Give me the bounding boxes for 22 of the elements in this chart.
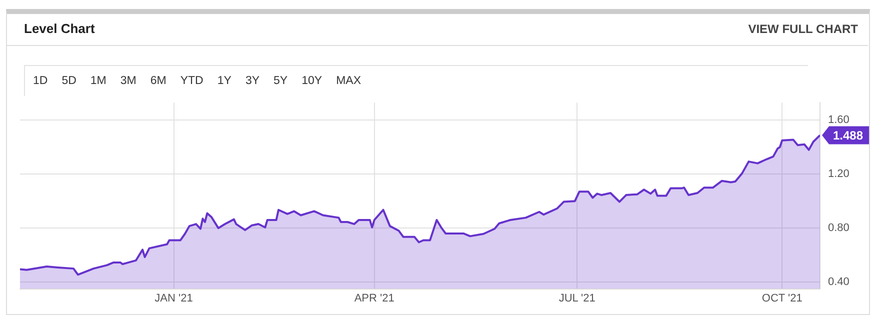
text: 3M xyxy=(120,75,136,87)
annotation: 1.488 xyxy=(833,128,864,143)
y-tick-label: 0.40 xyxy=(828,276,850,288)
text: 3Y xyxy=(245,75,260,87)
y-tick-label: 0.80 xyxy=(828,222,850,234)
x-tick-label: OCT '21 xyxy=(762,292,802,304)
text: 10Y xyxy=(302,75,322,87)
text: YTD xyxy=(180,75,204,87)
x-tick-label: JAN '21 xyxy=(154,292,193,304)
x-tick-label: APR '21 xyxy=(354,292,394,304)
text: 1D xyxy=(33,75,48,87)
text: MAX xyxy=(336,75,361,87)
y-tick-label: 1.60 xyxy=(828,114,850,126)
text: 1M xyxy=(90,75,106,87)
chart-title: Level Chart xyxy=(24,21,95,36)
text: VIEW FULL CHART xyxy=(748,22,858,36)
text: 5Y xyxy=(274,75,288,87)
text: 6M xyxy=(150,75,166,87)
text: 1Y xyxy=(217,75,232,87)
y-tick-label: 1.20 xyxy=(828,168,850,180)
text: 5D xyxy=(62,75,76,87)
x-tick-label: JUL '21 xyxy=(558,292,596,304)
